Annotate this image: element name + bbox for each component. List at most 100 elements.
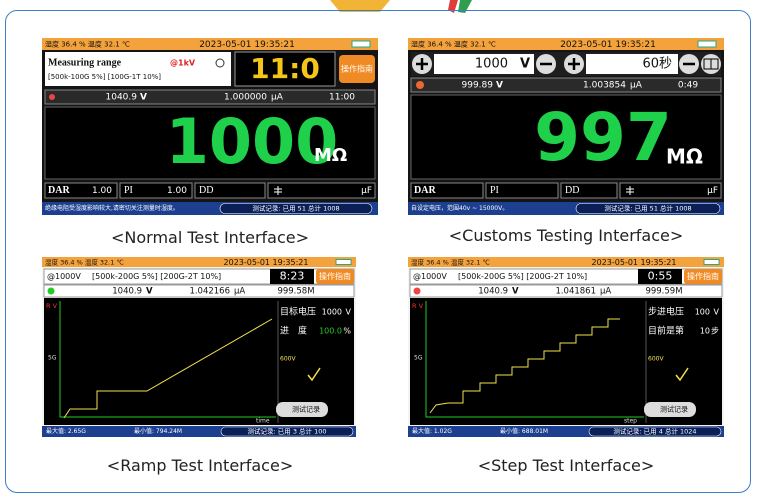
battery [352,41,370,47]
status-dot [414,288,421,295]
readout-bar [411,78,721,92]
caption: <Normal Test Interface> [40,228,380,247]
info1-label: 目标电压 [280,306,316,318]
status: 湿度 36.4 % 温度 32.1 ℃ [45,258,124,267]
status-dot [48,288,55,295]
voltage: 1040.9 [112,287,142,297]
footer-record: 测试记录: 已用 51 总计 1008 [604,204,691,213]
info1-unit: V [714,308,720,317]
info1-value: 1000 [322,308,342,317]
current: 1.041861 [555,287,596,297]
readout-bar [45,90,375,104]
page: 湿度 36.4 % 温度 32.1 ℃ 2023-05-01 19:35:21 … [0,0,757,502]
guide-label[interactable]: 操作指南 [341,64,373,74]
axis-label: R V [46,302,58,310]
max-value: 最大值: 2.65G [46,427,86,435]
voltage-unit: V [496,81,503,91]
info1-label: 步进电压 [648,306,684,318]
current: 1.042166 [189,287,230,297]
status: 湿度 36.4 % 温度 32.1 ℃ [45,40,130,49]
cap-unit: μF [707,186,718,196]
axis-mark: 5G [414,355,423,362]
time: 11:00 [329,93,355,103]
pi-label: PI [490,185,499,196]
current-unit: μA [234,287,245,297]
set-voltage: 1000 [475,57,508,72]
status: 湿度 36.4 % 温度 32.1 ℃ [411,40,496,49]
dd-label: DD [565,185,579,196]
dar-value: 1.00 [92,186,112,196]
min-value: 最小值: 794.24M [134,427,182,435]
info2-value: 10 [700,327,710,336]
guide-label: 操作指南 [687,271,719,281]
info2-value: 100.0 [319,327,342,336]
voltage-unit: V [512,287,519,297]
battery [698,41,716,47]
level-label: 600V [280,356,296,363]
cap-box [268,183,375,198]
info2-unit: 步 [711,327,719,336]
reading: 997 [534,99,672,176]
footer-record: 测试记录: 已用 4 总计 1024 [613,427,696,436]
current: 1.000000 [224,93,267,103]
record-label[interactable]: 测试记录 [660,405,688,414]
footer-record: 测试记录: 已用 51 总计 1008 [252,204,339,213]
time-label: time [256,418,270,425]
dar-label: DAR [414,185,436,196]
info2-label: 进 度 [280,325,307,337]
info1-unit: V [346,308,352,317]
status-dot [416,81,424,89]
timer: 11:0 [250,52,320,85]
info1-value: 100 [695,308,710,317]
current-unit: μA [630,81,643,91]
range-detail: [500k-200G 5%] [200G-2T 10%] [92,272,221,281]
resistance: 999.59M [645,287,682,297]
axis-label: R V [412,302,424,310]
battery [704,260,719,265]
datetime: 2023-05-01 19:35:21 [592,258,677,267]
reading-unit: MΩ [666,145,703,169]
step-screen: 湿度 36.4 % 温度 32.1 ℃ 2023-05-01 19:35:21 @1… [408,257,724,437]
time-label: step [624,418,637,425]
axis-mark: 5G [48,355,57,362]
set-time: 60秒 [642,57,672,72]
datetime: 2023-05-01 19:35:21 [560,40,656,50]
guide-label: 操作指南 [319,271,351,281]
timer: 8:23 [280,270,305,283]
caption: <Customs Testing Interface> [396,226,736,245]
voltage: 1040.9 [478,287,508,297]
reading-unit: MΩ [314,145,347,166]
set-voltage-unit: V [520,57,530,72]
current-unit: μA [271,93,284,103]
min-value: 最小值: 688.01M [500,427,548,435]
status: 湿度 36.4 % 温度 32.1 ℃ [411,258,490,267]
dd-label: DD [199,185,213,196]
voltage-unit: V [146,287,153,297]
timer: 0:55 [648,270,673,283]
range-detail: [500k-200G 5%] [200G-2T 10%] [458,272,587,281]
range-title: Measuring range [48,57,122,68]
voltage-unit: V [140,93,147,103]
footer-record: 测试记录: 已用 3 总计 100 [248,427,327,436]
caption: <Step Test Interface> [396,456,736,475]
battery [336,260,351,265]
datetime: 2023-05-01 19:35:21 [199,40,295,50]
normal-screen: 湿度 36.4 % 温度 32.1 ℃ 2023-05-01 19:35:21 … [42,38,378,215]
current: 1.003854 [583,81,626,91]
dar-label: DAR [48,185,70,196]
current-unit: μA [600,287,611,297]
range-voltage: @1000V [47,272,81,281]
record-label[interactable]: 测试记录 [292,405,320,414]
info2-unit: % [343,327,351,336]
cap-unit: μF [361,186,372,196]
max-value: 最大值: 1.02G [412,427,452,435]
ramp-screen: 湿度 36.4 % 温度 32.1 ℃ 2023-05-01 19:35:21 @1… [42,257,356,437]
cap-box [620,183,721,198]
datetime: 2023-05-01 19:35:21 [224,258,309,267]
voltage: 999.89 [462,81,494,91]
resistance: 999.58M [277,287,314,297]
info2-label: 目前是第 [648,325,684,337]
range-voltage: @1000V [413,272,447,281]
reading: 1000 [166,105,339,178]
pi-label: PI [124,185,133,196]
